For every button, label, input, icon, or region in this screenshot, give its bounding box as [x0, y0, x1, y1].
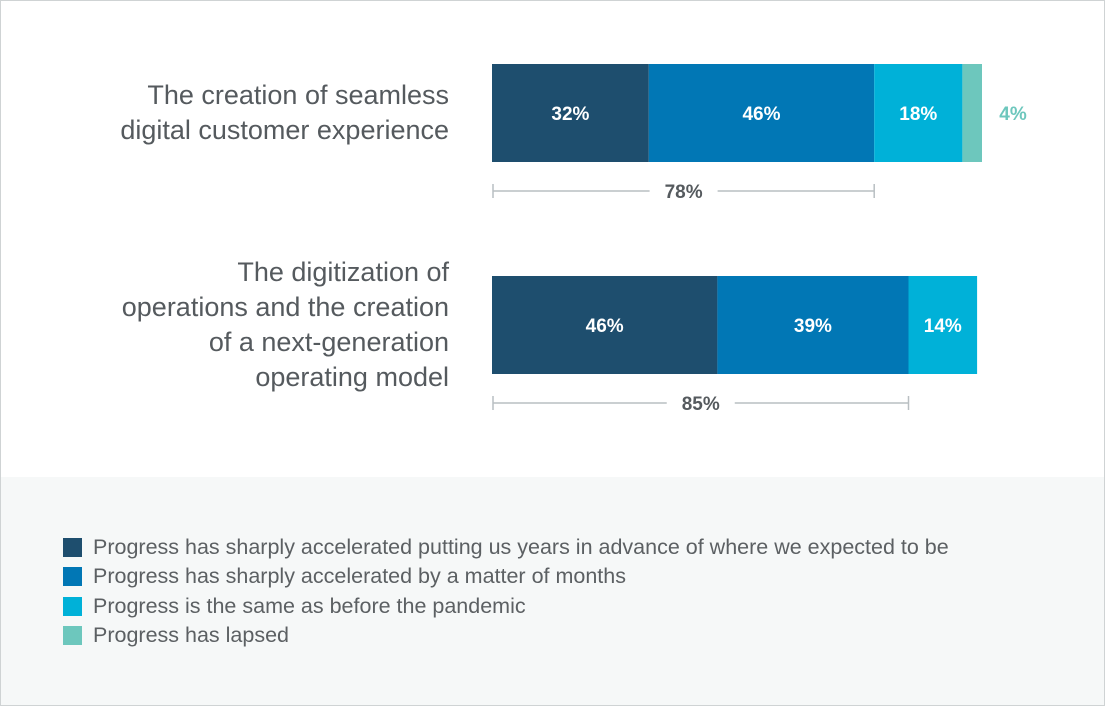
- bar-value-label: 18%: [899, 104, 937, 125]
- bar-segment: [717, 276, 909, 374]
- bar-value-label: 14%: [924, 316, 962, 337]
- bar-segment: [874, 64, 963, 162]
- legend-label: Progress is the same as before the pande…: [93, 593, 526, 618]
- category-label-digital-experience: The creation of seamless digital custome…: [120, 80, 449, 145]
- bracket-label: 85%: [682, 394, 720, 415]
- category-label-digitization-operations: The digitization of operations and the c…: [121, 257, 449, 392]
- bracket-label: 78%: [665, 182, 703, 203]
- bar-segment: [648, 64, 875, 162]
- legend-label: Progress has sharply accelerated by a ma…: [93, 564, 626, 589]
- legend-item: Progress has sharply accelerated by a ma…: [63, 562, 949, 591]
- legend-label: Progress has lapsed: [93, 623, 289, 648]
- bar-value-label: 46%: [742, 104, 780, 125]
- legend-swatch: [63, 538, 82, 558]
- legend-item: Progress has lapsed: [63, 621, 949, 650]
- bar-segment: [962, 64, 982, 162]
- bar-value-label: 39%: [794, 316, 832, 337]
- bar-segment: [908, 276, 978, 374]
- legend-panel: [1, 477, 1104, 705]
- bar-value-label: 4%: [999, 104, 1027, 125]
- legend-swatch: [63, 596, 82, 616]
- legend-item: Progress is the same as before the pande…: [63, 592, 949, 621]
- bar-value-label: 32%: [551, 104, 589, 125]
- legend-item: Progress has sharply accelerated putting…: [63, 533, 949, 562]
- legend-label: Progress has sharply accelerated putting…: [93, 535, 949, 560]
- bar-chart: 32% 46% 18% 4% 78% 46% 39% 14% 85%: [492, 64, 1027, 415]
- bar-segment: [492, 64, 649, 162]
- legend-swatch: [63, 567, 82, 587]
- bar-value-label: 46%: [586, 316, 624, 337]
- legend: Progress has sharply accelerated putting…: [63, 533, 949, 650]
- legend-swatch: [63, 626, 82, 646]
- bar-segment: [492, 276, 718, 374]
